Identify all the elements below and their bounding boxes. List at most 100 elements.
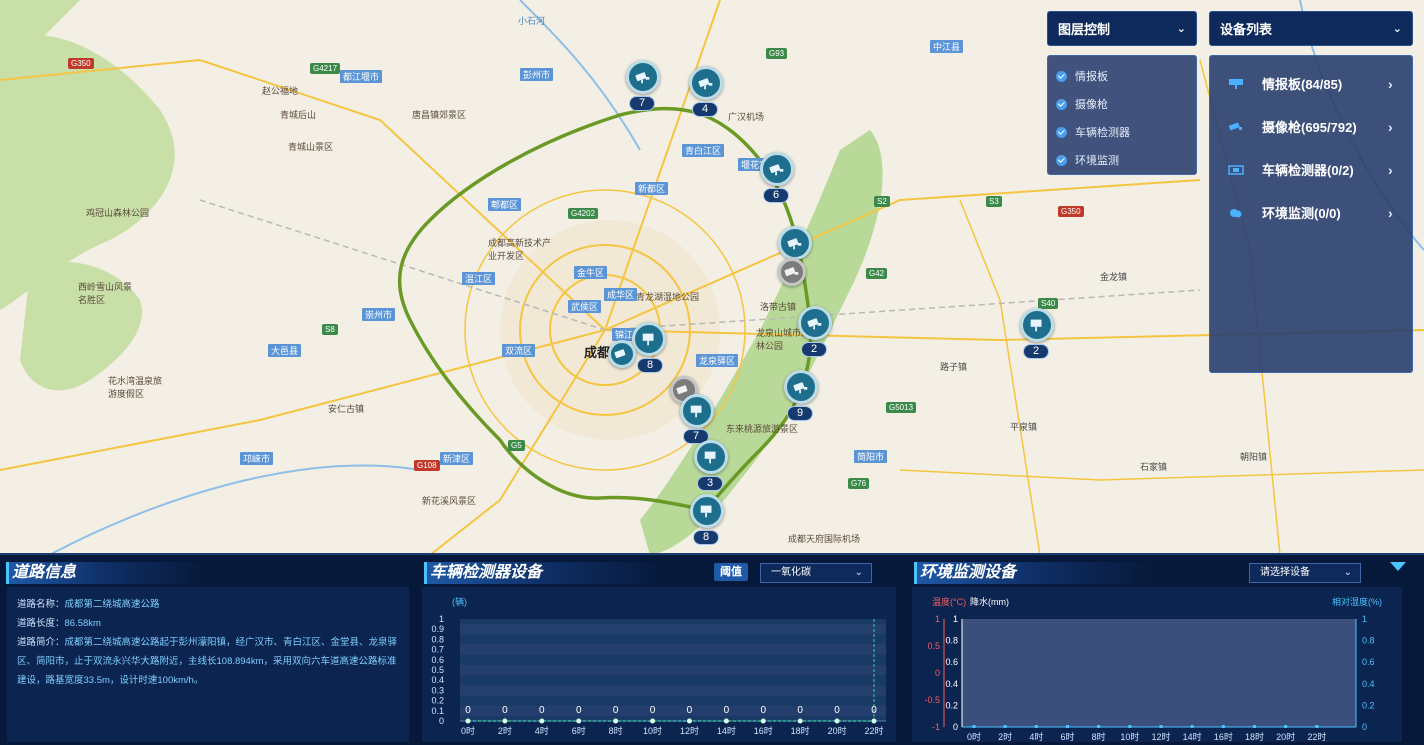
camera-icon — [807, 318, 822, 330]
camera-marker[interactable] — [760, 152, 794, 186]
camera-icon — [784, 267, 799, 277]
temp-tick-label: 0.5 — [927, 641, 940, 651]
x-tick-label: 16时 — [754, 725, 773, 736]
device-item-label: 车辆检测器(0/2) — [1262, 163, 1354, 178]
highway-shield: G4217 — [310, 63, 341, 74]
x-tick-label: 0时 — [461, 725, 475, 736]
humidity-tick-label: 0.6 — [1362, 657, 1375, 667]
camera-marker[interactable] — [608, 340, 636, 368]
data-label: 0 — [502, 705, 508, 716]
map-label-jinniu: 金牛区 — [574, 266, 608, 279]
threshold-button[interactable]: 阈值 — [714, 563, 748, 581]
highway-shield: G5013 — [886, 402, 917, 413]
y-tick-label: 0.6 — [431, 655, 444, 665]
plot-area — [962, 619, 1356, 727]
vehicle-chart: (辆)00.10.20.30.40.50.60.70.80.9100时02时04… — [431, 596, 886, 736]
checkbox-icon — [1056, 154, 1067, 166]
camera-marker[interactable] — [626, 60, 660, 94]
x-tick-label: 12时 — [1151, 731, 1170, 742]
x-tick-mark — [1315, 725, 1319, 728]
camera-marker-offline[interactable] — [778, 258, 806, 286]
device-select[interactable]: 请选择设备 ⌄ — [1249, 563, 1361, 583]
data-point — [576, 718, 582, 724]
camera-marker[interactable] — [689, 66, 723, 100]
layer-control-panel: 情报板 摄像枪 车辆检测器 环境监测 — [1047, 55, 1197, 175]
layer-toggle-env[interactable]: 环境监测 — [1056, 146, 1188, 174]
env-chart-box: 温度(°C) 降水(mm) 相对湿度(%) -1 -0.5 0 0.5 1 0 0.2 0.4 0.6… — [912, 587, 1402, 742]
map-label-qingcheng-back: 青城后山 — [280, 110, 317, 120]
map-label-anren: 安仁古镇 — [328, 404, 365, 414]
x-tick-label: 20时 — [828, 725, 847, 736]
device-item-detector[interactable]: 车辆检测器(0/2) › — [1218, 148, 1404, 191]
checkbox-icon — [1056, 70, 1067, 82]
y-axis-humidity-unit: 相对湿度(%) — [1332, 596, 1382, 607]
camera-icon — [698, 78, 713, 90]
camera-icon — [793, 382, 808, 394]
data-label: 0 — [650, 705, 656, 716]
x-tick-label: 6时 — [1060, 731, 1074, 742]
map-label-dujiangyan: 都江堰市 — [340, 70, 383, 83]
device-list-panel: 情报板(84/85) › 摄像枪(695/792) › 车辆检测器(0/2) ›… — [1209, 55, 1413, 373]
device-item-env[interactable]: 环境监测(0/0) › — [1218, 191, 1404, 234]
map-label-qinglong: 青龙湖湿地公园 — [636, 292, 700, 302]
device-item-board[interactable]: 情报板(84/85) › — [1218, 62, 1404, 105]
layer-control-dropdown[interactable]: 图层控制 ⌄ — [1047, 11, 1197, 46]
chevron-down-icon: ⌄ — [1392, 23, 1402, 35]
y-tick-label: 1 — [439, 614, 444, 624]
device-list-dropdown[interactable]: 设备列表 ⌄ — [1209, 11, 1413, 46]
highway-shield: G350 — [1058, 206, 1084, 217]
road-length-value: 86.58km — [64, 618, 101, 629]
map-label-longquanyi: 龙泉驿区 — [696, 354, 739, 367]
grid-band — [460, 705, 886, 716]
x-tick-mark — [1003, 725, 1007, 728]
road-name-key: 道路名称： — [17, 599, 65, 610]
board-marker[interactable] — [694, 440, 728, 474]
map-label-xinjin: 新津区 — [440, 452, 474, 465]
marker-count: 3 — [697, 476, 723, 491]
x-tick-label: 10时 — [1120, 731, 1139, 742]
marker-count: 7 — [683, 429, 709, 444]
road-length-key: 道路长度： — [17, 618, 65, 629]
pollutant-select-value: 一氧化碳 — [771, 567, 811, 578]
x-tick-label: 18时 — [1245, 731, 1264, 742]
x-tick-label: 4时 — [1029, 731, 1043, 742]
checkbox-icon — [1056, 98, 1067, 110]
device-item-label: 摄像枪(695/792) — [1262, 120, 1357, 135]
data-label: 0 — [576, 705, 582, 716]
map-label-zhongjiang: 中江县 — [930, 40, 964, 53]
board-marker[interactable] — [632, 322, 666, 356]
layer-toggle-detector[interactable]: 车辆检测器 — [1056, 118, 1188, 146]
board-marker[interactable] — [680, 394, 714, 428]
pollutant-select[interactable]: 一氧化碳 ⌄ — [760, 563, 872, 583]
humidity-tick-label: 1 — [1362, 614, 1367, 624]
x-tick-label: 8时 — [1092, 731, 1106, 742]
data-point — [797, 718, 803, 724]
rain-tick-label: 1 — [953, 614, 958, 624]
y-tick-label: 0 — [439, 716, 444, 726]
highway-shield: S8 — [322, 324, 338, 335]
data-label: 0 — [724, 705, 730, 716]
chevron-down-icon: ⌄ — [1343, 567, 1352, 578]
y-tick-label: 0.7 — [431, 645, 444, 655]
map-label-jinlong: 金龙镇 — [1100, 272, 1128, 282]
x-tick-mark — [1034, 725, 1038, 728]
map-view[interactable]: 成都 彭州市 都江堰市 新都区 青白江区 郫都区 温江区 崇州市 大邑县 新津区… — [0, 0, 1424, 555]
chevron-right-icon: › — [1388, 204, 1393, 221]
camera-marker[interactable] — [798, 306, 832, 340]
display-board-icon — [1030, 319, 1042, 332]
data-point — [871, 718, 877, 724]
x-tick-label: 14时 — [717, 725, 736, 736]
data-point — [613, 718, 619, 724]
board-marker[interactable] — [1020, 308, 1054, 342]
board-marker[interactable] — [690, 494, 724, 528]
data-label: 0 — [539, 705, 545, 716]
collapse-arrow-icon[interactable] — [1390, 562, 1406, 571]
layer-toggle-camera[interactable]: 摄像枪 — [1056, 90, 1188, 118]
x-tick-label: 4时 — [535, 725, 549, 736]
device-item-camera[interactable]: 摄像枪(695/792) › — [1218, 105, 1404, 148]
map-label-jiguan: 鸡冠山森林公园 — [86, 208, 150, 218]
layer-toggle-board[interactable]: 情报板 — [1056, 62, 1188, 90]
chevron-right-icon: › — [1388, 118, 1393, 135]
camera-marker[interactable] — [784, 370, 818, 404]
camera-marker[interactable] — [778, 226, 812, 260]
